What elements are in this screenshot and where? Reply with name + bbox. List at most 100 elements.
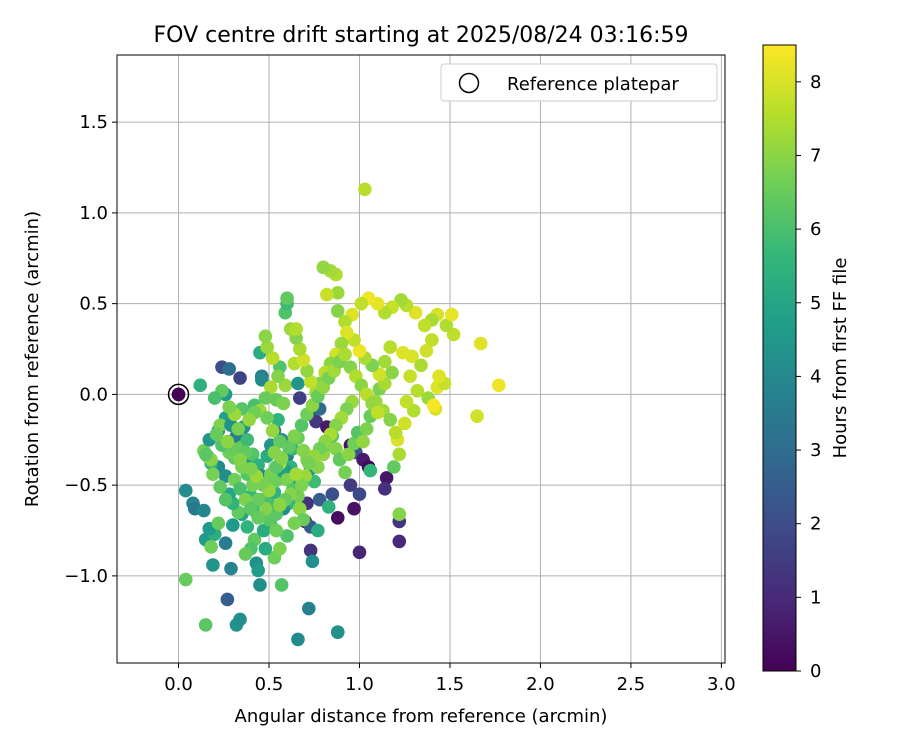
- colorbar-tick-label: 7: [810, 145, 821, 166]
- data-point: [271, 369, 285, 384]
- data-point: [414, 358, 428, 373]
- data-point: [340, 325, 354, 340]
- data-point: [198, 618, 213, 632]
- data-point: [426, 398, 441, 413]
- data-point: [383, 413, 398, 427]
- data-point: [218, 492, 233, 507]
- data-point: [274, 451, 289, 465]
- data-point: [222, 400, 236, 414]
- colorbar-tick-label: 6: [810, 219, 821, 240]
- x-axis-ticks: 0.0 0.5 1.0 1.5 2.0 2.5 3.0: [164, 663, 736, 695]
- x-tick-label: 2.0: [526, 674, 555, 695]
- data-point: [406, 403, 421, 418]
- data-point: [282, 440, 296, 454]
- data-point: [379, 471, 394, 485]
- data-point: [276, 396, 291, 411]
- x-tick-label: 2.5: [617, 674, 646, 695]
- data-point: [387, 460, 401, 474]
- plot-frame: [116, 54, 726, 664]
- data-point: [254, 373, 269, 387]
- data-point: [211, 516, 226, 531]
- data-point: [197, 503, 211, 518]
- data-point: [300, 363, 314, 378]
- data-point: [178, 483, 193, 498]
- reference-ring: [167, 383, 190, 406]
- data-point: [425, 333, 439, 347]
- data-point: [473, 336, 488, 351]
- data-point: [291, 376, 305, 391]
- data-point: [209, 427, 224, 442]
- data-point: [265, 423, 280, 438]
- colorbar-gradient: [762, 44, 797, 672]
- data-point: [233, 612, 247, 627]
- data-point: [356, 434, 370, 449]
- data-point: [294, 478, 309, 492]
- data-point: [329, 442, 343, 456]
- data-point: [251, 492, 265, 507]
- data-point: [378, 481, 392, 496]
- data-point: [370, 405, 385, 420]
- data-point: [198, 447, 213, 462]
- data-point: [343, 478, 358, 492]
- data-point: [352, 344, 367, 358]
- data-point: [204, 540, 218, 554]
- data-point: [296, 353, 311, 367]
- data-point: [321, 500, 336, 514]
- data-point: [444, 307, 459, 322]
- data-point: [330, 511, 345, 525]
- x-tick-label: 0.5: [255, 674, 284, 695]
- data-point: [260, 411, 274, 425]
- data-point: [226, 518, 240, 532]
- data-point: [352, 545, 367, 560]
- data-point: [338, 347, 352, 362]
- y-tick-label: −1.0: [64, 566, 108, 587]
- colorbar-tick-label: 5: [810, 293, 821, 314]
- data-point: [399, 394, 414, 409]
- data-point: [220, 434, 235, 449]
- data-point: [397, 416, 412, 431]
- data-point: [341, 447, 356, 462]
- data-point: [378, 305, 392, 320]
- data-point: [347, 501, 361, 516]
- data-point: [253, 578, 267, 592]
- data-point: [233, 371, 247, 385]
- data-point: [403, 369, 417, 384]
- colorbar: 0 1 2 3 4 5 6 7 8 Hours from first FF file: [762, 44, 851, 682]
- data-point: [419, 344, 434, 358]
- data-point: [260, 340, 274, 355]
- data-point: [262, 512, 276, 527]
- y-axis-label: Rotation from reference (arcmin): [22, 211, 43, 507]
- data-point: [244, 462, 258, 476]
- colorbar-tick-label: 0: [810, 661, 821, 682]
- data-point: [303, 374, 318, 389]
- data-point: [334, 336, 349, 351]
- data-point: [396, 345, 410, 360]
- y-axis-ticks: −1.0 −0.5 0.0 0.5 1.0 1.5: [64, 112, 117, 587]
- data-point: [269, 523, 284, 538]
- data-point: [258, 391, 273, 405]
- data-point: [273, 498, 287, 512]
- colorbar-tick-label: 4: [810, 366, 821, 387]
- y-tick-label: 1.0: [79, 203, 108, 224]
- data-point: [258, 329, 273, 344]
- data-point: [291, 632, 305, 647]
- data-point: [311, 523, 325, 538]
- colorbar-label: Hours from first FF file: [830, 258, 851, 459]
- colorbar-tick-label: 3: [810, 440, 821, 461]
- data-point: [264, 380, 278, 394]
- data-point: [265, 351, 280, 365]
- data-point: [287, 429, 302, 443]
- data-point: [240, 520, 255, 534]
- data-point: [233, 452, 247, 467]
- data-point: [238, 547, 253, 561]
- data-point: [251, 563, 265, 578]
- data-point: [410, 383, 425, 398]
- grid-lines: [117, 55, 725, 663]
- data-point: [470, 409, 484, 423]
- data-point: [359, 422, 374, 436]
- data-point: [213, 480, 227, 494]
- data-point: [432, 369, 446, 384]
- y-tick-label: 0.5: [79, 294, 108, 315]
- data-point: [385, 365, 399, 380]
- data-point: [363, 463, 378, 478]
